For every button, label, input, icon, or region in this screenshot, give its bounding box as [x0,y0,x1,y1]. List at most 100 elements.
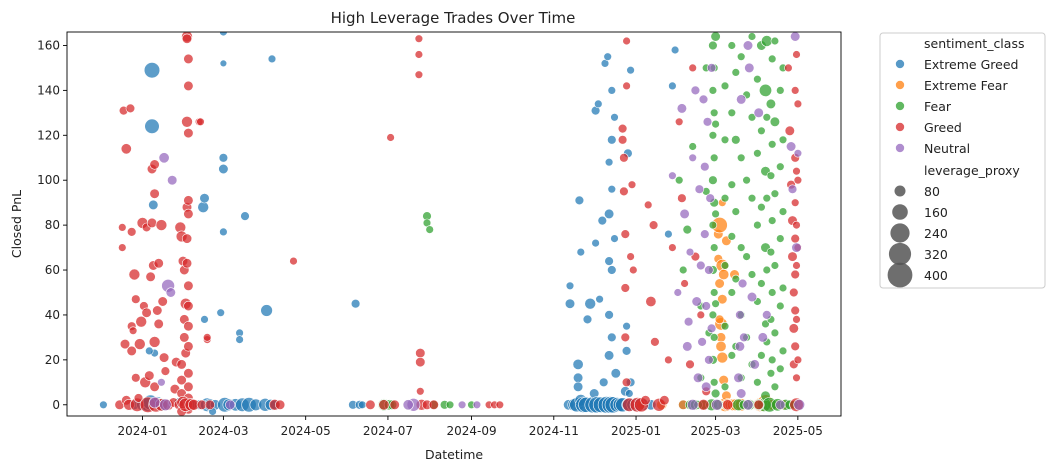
y-tick-label: 80 [45,218,60,232]
point-greed [145,271,156,282]
point-neutral [753,107,764,118]
point-greed [790,86,800,95]
point-greed [495,400,504,409]
point-greed [696,310,705,320]
point-fear [758,83,772,97]
point-greed [790,305,800,316]
point-neutral [793,149,803,158]
plot-frame [66,31,842,417]
point-fear [708,86,718,95]
point-greed [627,180,637,189]
point-fear [710,32,721,42]
y-axis-title: Closed PnL [9,190,24,258]
point-fear [711,209,720,219]
point-fear [767,216,777,225]
point-neutral [457,400,467,409]
legend-size-label: 80 [924,184,940,199]
point-fear [708,220,718,230]
point-extreme-fear [716,351,729,364]
point-neutral [225,399,236,410]
point-greed [722,399,734,411]
point-neutral [742,399,754,411]
point-greed [626,252,635,261]
point-extreme-greed [604,256,614,266]
point-fear [753,74,762,84]
point-greed [784,125,795,136]
point-neutral [706,63,717,73]
legend-size-marker [890,223,910,243]
point-neutral [679,208,690,219]
point-neutral [691,296,702,307]
point-fear [682,224,692,235]
point-neutral [775,399,786,410]
point-fear [731,135,741,145]
point-neutral [787,184,798,194]
point-fear [776,301,785,311]
point-fear [753,149,762,158]
point-neutral [701,381,712,392]
point-greed [128,268,141,281]
point-extreme-greed [218,163,229,175]
legend-label-extreme-greed: Extreme Greed [924,57,1018,72]
point-fear [767,140,777,149]
point-greed [183,208,194,219]
point-greed [389,399,400,410]
point-extreme-greed [597,215,607,226]
point-extreme-greed [148,199,159,210]
legend-size-marker [892,204,908,220]
point-extreme-greed [144,118,160,134]
point-fear [736,52,746,61]
legend-marker-extreme-greed [895,59,905,69]
point-fear [778,207,788,216]
point-fear [720,81,730,91]
y-tick-label: 60 [45,263,60,277]
point-neutral [744,62,755,74]
point-neutral [685,247,695,257]
y-axis: 0 20 40 60 80 100 120 140 160 [37,38,67,412]
legend-size-label: 320 [924,247,948,262]
point-greed [622,81,631,91]
point-fear [709,108,719,118]
y-tick-label: 0 [52,398,60,412]
point-neutral [165,287,176,298]
point-extreme-fear [718,268,730,280]
point-fear [753,378,762,387]
point-fear [674,176,684,185]
point-neutral [700,229,710,239]
point-neutral [698,94,709,105]
point-extreme-greed [595,295,604,304]
point-fear [688,142,697,151]
point-extreme-greed [607,332,617,343]
point-extreme-greed [625,389,634,398]
legend-marker-neutral [895,143,905,153]
point-fear [770,36,780,46]
point-greed [697,398,710,411]
point-greed [204,399,215,410]
point-greed [386,133,395,142]
point-neutral [735,310,745,320]
point-neutral [791,242,802,253]
point-greed [155,219,168,231]
point-fear [757,203,766,212]
point-neutral [736,388,747,399]
point-greed [153,318,164,330]
point-extreme-greed [603,52,612,61]
point-fear [731,207,740,216]
point-extreme-greed [626,65,635,75]
point-fear [766,369,776,378]
point-greed [118,223,127,232]
legend-label-greed: Greed [924,120,962,135]
point-fear [765,98,777,109]
point-extreme-greed [670,45,680,55]
point-extreme-greed [240,211,250,221]
point-greed [183,128,194,139]
point-greed [792,373,801,382]
point-neutral [785,141,797,152]
point-extreme-fear [714,278,725,289]
x-axis: 2024-01 2024-03 2024-05 2024-07 2024-09 2024-… [117,416,823,438]
point-greed [125,103,136,114]
points-layer [99,32,806,416]
point-greed [141,307,152,318]
point-greed [685,359,695,370]
point-neutral [702,117,713,127]
